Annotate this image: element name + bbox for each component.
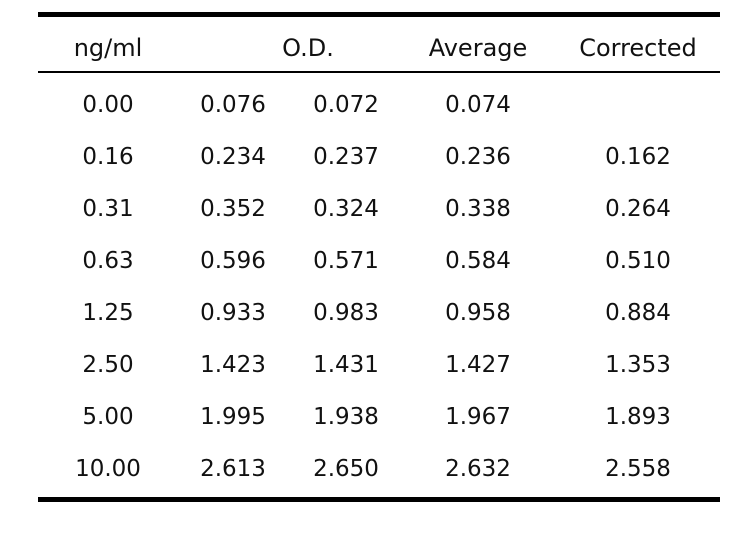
cell-od1: 1.423 bbox=[200, 352, 266, 378]
cell-corrected: 0.884 bbox=[605, 300, 671, 326]
cell-corrected: 1.893 bbox=[605, 404, 671, 430]
table-top-rule bbox=[38, 12, 720, 17]
cell-average: 1.967 bbox=[445, 404, 511, 430]
cell-od1: 0.076 bbox=[200, 92, 266, 118]
table-row: 10.00 2.613 2.650 2.632 2.558 bbox=[38, 443, 720, 495]
cell-corrected: 1.353 bbox=[605, 352, 671, 378]
header-concentration: ng/ml bbox=[73, 34, 143, 62]
table-body: 0.00 0.076 0.072 0.074 0.16 0.234 0.237 … bbox=[38, 73, 720, 497]
cell-od2: 0.571 bbox=[313, 248, 379, 274]
cell-concentration: 0.63 bbox=[82, 248, 134, 274]
cell-od2: 0.324 bbox=[313, 196, 379, 222]
header-corrected: Corrected bbox=[579, 34, 697, 62]
cell-average: 1.427 bbox=[445, 352, 511, 378]
cell-concentration: 0.31 bbox=[82, 196, 134, 222]
cell-od1: 0.933 bbox=[200, 300, 266, 326]
table-bottom-rule bbox=[38, 497, 720, 502]
cell-average: 0.074 bbox=[445, 92, 511, 118]
table-row: 5.00 1.995 1.938 1.967 1.893 bbox=[38, 391, 720, 443]
cell-corrected: 2.558 bbox=[605, 456, 671, 482]
cell-concentration: 5.00 bbox=[82, 404, 134, 430]
cell-od1: 0.234 bbox=[200, 144, 266, 170]
table-header-rule bbox=[38, 71, 720, 73]
table-header-row: ng/ml O.D. Average Corrected bbox=[38, 17, 720, 71]
table-row: 0.63 0.596 0.571 0.584 0.510 bbox=[38, 235, 720, 287]
cell-corrected: 0.510 bbox=[605, 248, 671, 274]
cell-od2: 2.650 bbox=[313, 456, 379, 482]
cell-average: 0.338 bbox=[445, 196, 511, 222]
table-row: 2.50 1.423 1.431 1.427 1.353 bbox=[38, 339, 720, 391]
table-row: 0.31 0.352 0.324 0.338 0.264 bbox=[38, 183, 720, 235]
cell-corrected bbox=[568, 79, 708, 131]
table-row: 0.16 0.234 0.237 0.236 0.162 bbox=[38, 131, 720, 183]
header-average: Average bbox=[428, 34, 528, 62]
table-row: 0.00 0.076 0.072 0.074 bbox=[38, 79, 720, 131]
cell-corrected: 0.264 bbox=[605, 196, 671, 222]
cell-concentration: 0.16 bbox=[82, 144, 134, 170]
cell-od1: 0.596 bbox=[200, 248, 266, 274]
cell-od2: 1.431 bbox=[313, 352, 379, 378]
cell-od1: 1.995 bbox=[200, 404, 266, 430]
cell-od2: 0.237 bbox=[313, 144, 379, 170]
cell-concentration: 10.00 bbox=[75, 456, 141, 482]
cell-average: 0.958 bbox=[445, 300, 511, 326]
data-table: ng/ml O.D. Average Corrected 0.00 0.076 … bbox=[38, 12, 720, 502]
cell-corrected: 0.162 bbox=[605, 144, 671, 170]
cell-average: 0.584 bbox=[445, 248, 511, 274]
cell-concentration: 1.25 bbox=[82, 300, 134, 326]
cell-concentration: 0.00 bbox=[82, 92, 134, 118]
cell-od2: 1.938 bbox=[313, 404, 379, 430]
header-od: O.D. bbox=[282, 34, 334, 62]
cell-od2: 0.072 bbox=[313, 92, 379, 118]
cell-od2: 0.983 bbox=[313, 300, 379, 326]
cell-average: 2.632 bbox=[445, 456, 511, 482]
cell-od1: 2.613 bbox=[200, 456, 266, 482]
table-row: 1.25 0.933 0.983 0.958 0.884 bbox=[38, 287, 720, 339]
cell-concentration: 2.50 bbox=[82, 352, 134, 378]
cell-average: 0.236 bbox=[445, 144, 511, 170]
cell-od1: 0.352 bbox=[200, 196, 266, 222]
